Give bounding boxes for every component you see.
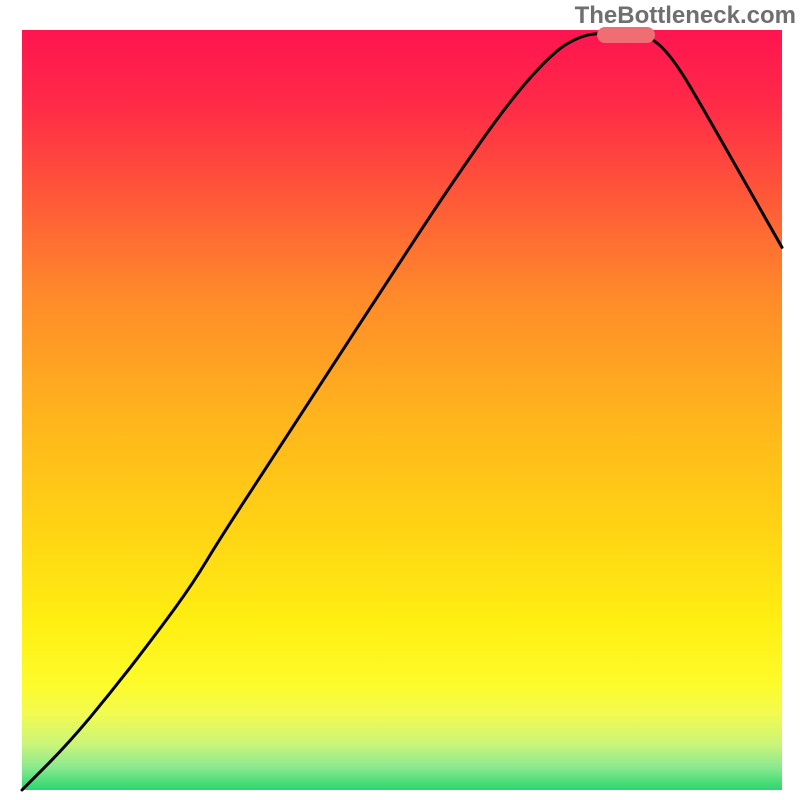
bottleneck-curve: [22, 33, 782, 790]
chart-stage: TheBottleneck.com: [0, 0, 800, 800]
plot-area: [22, 30, 782, 790]
chart-curve-svg: [22, 30, 782, 790]
watermark-text: TheBottleneck.com: [575, 2, 796, 30]
